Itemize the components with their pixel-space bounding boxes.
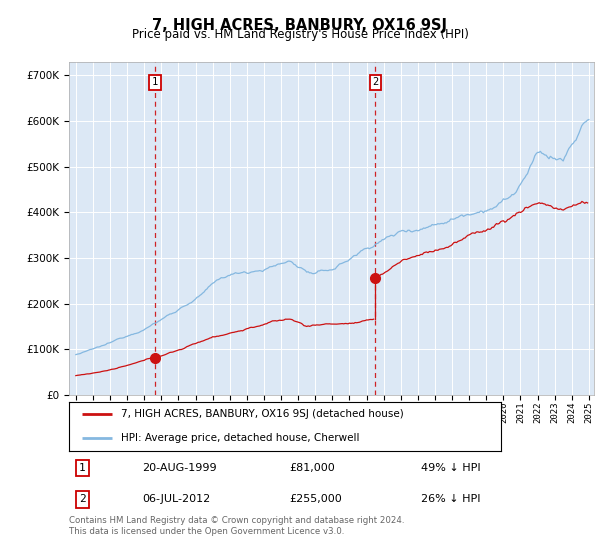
Text: 7, HIGH ACRES, BANBURY, OX16 9SJ: 7, HIGH ACRES, BANBURY, OX16 9SJ [152, 18, 448, 33]
Text: Contains HM Land Registry data © Crown copyright and database right 2024.
This d: Contains HM Land Registry data © Crown c… [69, 516, 404, 536]
Text: £255,000: £255,000 [290, 494, 342, 505]
Text: 2: 2 [372, 77, 379, 87]
Text: 1: 1 [152, 77, 158, 87]
Text: 49% ↓ HPI: 49% ↓ HPI [421, 463, 481, 473]
Text: HPI: Average price, detached house, Cherwell: HPI: Average price, detached house, Cher… [121, 433, 359, 444]
Text: Price paid vs. HM Land Registry's House Price Index (HPI): Price paid vs. HM Land Registry's House … [131, 28, 469, 41]
Text: 06-JUL-2012: 06-JUL-2012 [143, 494, 211, 505]
Text: 7, HIGH ACRES, BANBURY, OX16 9SJ (detached house): 7, HIGH ACRES, BANBURY, OX16 9SJ (detach… [121, 409, 404, 419]
Text: 2: 2 [79, 494, 86, 505]
Text: £81,000: £81,000 [290, 463, 335, 473]
Text: 20-AUG-1999: 20-AUG-1999 [143, 463, 217, 473]
Text: 1: 1 [79, 463, 86, 473]
Text: 26% ↓ HPI: 26% ↓ HPI [421, 494, 480, 505]
